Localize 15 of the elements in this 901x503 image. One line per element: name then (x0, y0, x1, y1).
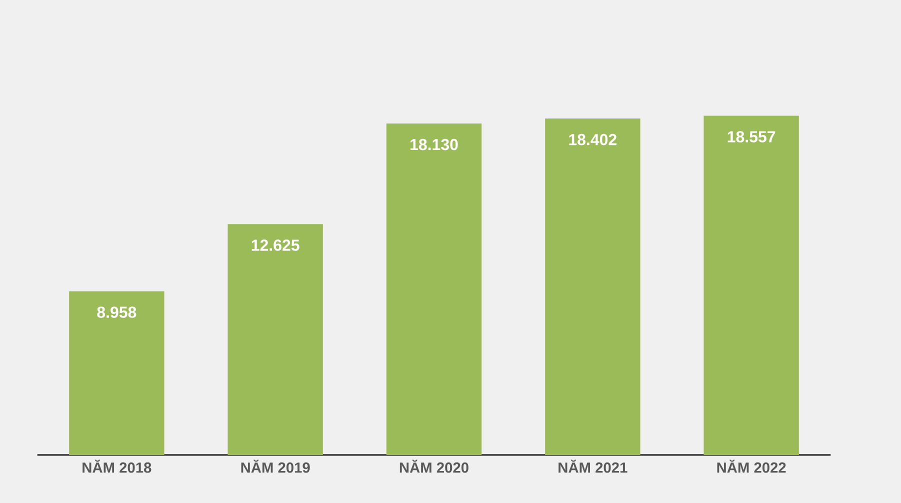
data-label: 18.402 (569, 134, 616, 146)
bar (704, 116, 799, 455)
x-tick-label: NĂM 2018 (82, 460, 152, 473)
x-tick-label: NĂM 2020 (400, 460, 468, 473)
bar (545, 118, 640, 455)
bar (228, 224, 323, 455)
x-tick-label: NĂM 2021 (558, 460, 628, 473)
data-label: 12.625 (252, 240, 300, 251)
data-label: 18.130 (410, 138, 458, 150)
data-label: 8.958 (97, 306, 136, 318)
x-tick-label: NĂM 2022 (717, 460, 786, 473)
data-label: 18.557 (728, 131, 776, 142)
bar (69, 291, 164, 455)
bar (386, 124, 482, 455)
x-tick-label: NĂM 2019 (241, 460, 310, 473)
